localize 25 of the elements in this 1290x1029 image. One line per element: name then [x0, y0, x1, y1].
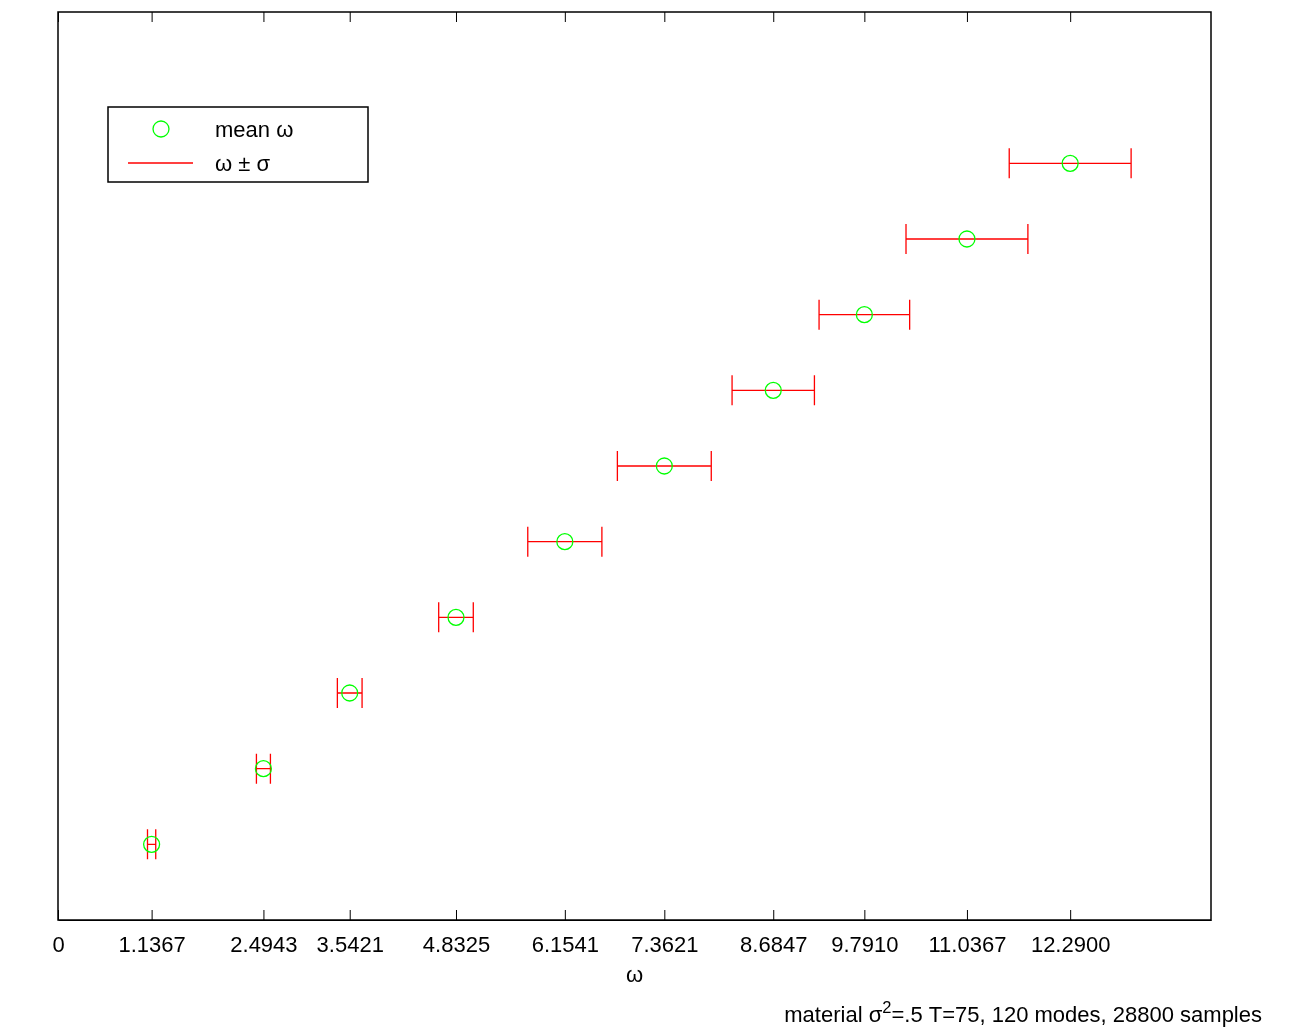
x-tick-label: 1.1367	[118, 931, 186, 957]
x-tick-label: 7.3621	[631, 931, 699, 957]
point	[958, 230, 976, 248]
legend-label: mean ω	[215, 117, 294, 142]
annotation: ω ± σ	[215, 151, 271, 176]
x-tick-label: 11.0367	[928, 931, 1007, 957]
point	[764, 381, 782, 399]
x-tick-label: 4.8325	[422, 931, 491, 957]
x-tick-label: 0	[52, 931, 65, 957]
x-tick-label: 3.5421	[316, 931, 384, 957]
point	[142, 835, 161, 853]
point	[447, 608, 465, 626]
point	[655, 457, 673, 475]
x-tick-label: 2.4943	[230, 931, 298, 957]
point	[556, 533, 574, 551]
point	[1061, 154, 1079, 172]
x-tick-label: 9.7910	[831, 931, 899, 957]
point	[855, 306, 873, 324]
x-tick-label: 12.2900	[1030, 931, 1111, 957]
x-tick-label: 6.1541	[531, 931, 599, 957]
x-axis-title: ω	[625, 962, 644, 987]
x-tick-label: 8.6847	[740, 931, 808, 957]
text: material σ$^{2}$=.5 T=75, 120 modes, 28800 samples	[784, 998, 1262, 1027]
point	[341, 684, 359, 702]
point	[254, 760, 273, 778]
